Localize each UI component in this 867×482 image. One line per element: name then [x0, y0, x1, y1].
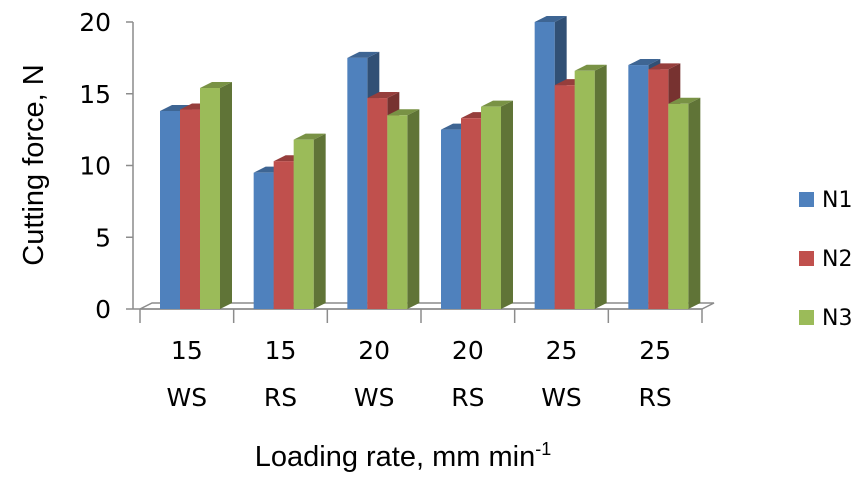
bar-n3 [387, 109, 420, 310]
x-axis-title: Loading rate, mm min-1 [255, 439, 551, 473]
y-tick-label: 10 [79, 152, 111, 181]
y-axis-title: Cutting force, N [18, 64, 50, 265]
x-tick-label: 25 [546, 336, 578, 365]
legend-swatch [799, 310, 814, 325]
x-tick-label: RS [639, 383, 672, 412]
legend-item-n1: N1 [799, 188, 852, 213]
legend-label: N1 [822, 188, 852, 213]
legend-label: N3 [822, 306, 852, 331]
bar-n3 [574, 64, 607, 309]
y-tick-label: 20 [79, 8, 111, 37]
x-tick-label: 25 [639, 336, 671, 365]
x-tick-label: 15 [171, 336, 203, 365]
x-tick-label: RS [264, 383, 297, 412]
x-tick-label: 20 [358, 336, 390, 365]
x-tick-label: WS [354, 383, 395, 412]
bar-n3 [668, 97, 701, 309]
bar-n3 [481, 100, 513, 309]
bar-n3 [200, 82, 232, 309]
legend-item-n3: N3 [799, 306, 852, 331]
y-tick-label: 15 [79, 80, 111, 109]
x-tick-label: WS [167, 383, 208, 412]
legend-swatch [799, 192, 814, 207]
bar-n3 [293, 133, 326, 309]
y-tick-label: 5 [95, 223, 111, 252]
legend-label: N2 [822, 247, 852, 272]
legend-item-n2: N2 [799, 247, 852, 272]
x-tick-label: RS [451, 383, 484, 412]
x-tick-label: WS [541, 383, 582, 412]
x-tick-label: 15 [265, 336, 297, 365]
x-tick-label: 20 [452, 336, 484, 365]
legend-swatch [799, 251, 814, 266]
y-tick-label: 0 [95, 295, 111, 324]
